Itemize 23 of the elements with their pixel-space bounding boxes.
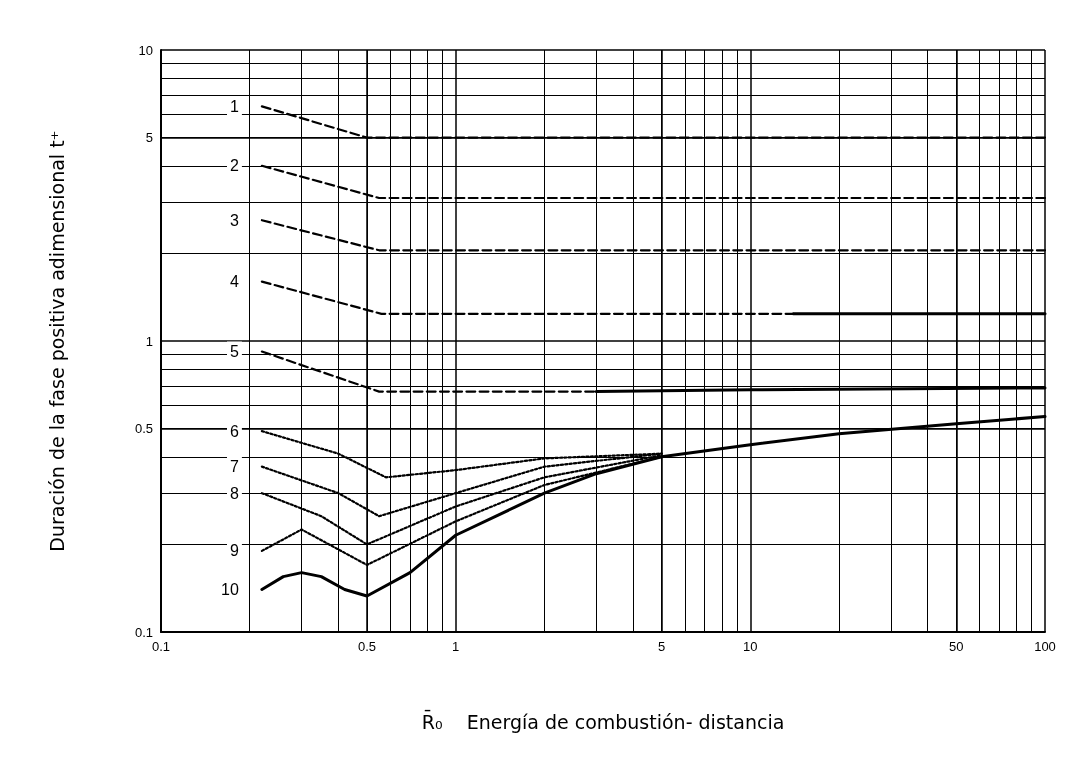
series-label: 7 (229, 458, 239, 476)
y-tick-label: 10 (138, 42, 153, 58)
series-label: 9 (229, 542, 239, 560)
x-tick-label: 100 (1034, 639, 1056, 654)
y-tick-label: 1 (145, 333, 153, 349)
x-tick-label: 1 (452, 639, 460, 654)
y-axis-title: Duración de la fase positiva adimensional t⁺ (45, 130, 68, 552)
series-label: 8 (229, 484, 239, 502)
series-label: 6 (229, 422, 239, 440)
x-tick-label: 50 (949, 639, 964, 654)
x-tick-label: 10 (743, 639, 758, 654)
series-label: 10 (221, 580, 239, 598)
x-tick-label: 5 (658, 639, 666, 654)
series-label: 5 (229, 343, 239, 361)
series-label: 3 (229, 211, 239, 229)
series-label: 1 (229, 97, 239, 115)
x-axis-title: R̄₀ Energía de combustión- distancia (421, 709, 785, 733)
y-tick-label: 5 (145, 130, 153, 146)
y-tick-label: 0.1 (134, 624, 153, 640)
y-tick-label: 0.5 (134, 421, 153, 437)
series-label: 4 (229, 273, 239, 291)
series-label: 2 (229, 157, 239, 175)
x-tick-label: 0.5 (357, 639, 376, 654)
